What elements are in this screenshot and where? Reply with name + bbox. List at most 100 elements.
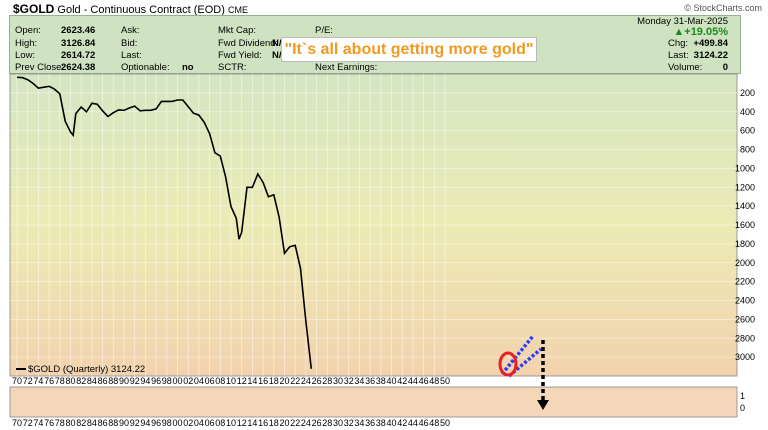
lower-tick-label: 1 <box>740 391 745 401</box>
x-tick-label: 78 <box>55 376 65 386</box>
lower-panel-ticks: 10 <box>740 391 745 413</box>
x-tick-label: 10 <box>226 376 236 386</box>
x-tick-label: 86 <box>98 376 108 386</box>
y-tick-label: 200 <box>740 88 755 98</box>
x-tick-label-lower: 98 <box>162 418 172 428</box>
x-tick-label-lower: 72 <box>23 418 33 428</box>
x-tick-label: 08 <box>215 376 225 386</box>
prev-close-label: Prev Close: <box>15 62 65 73</box>
lower-panel <box>9 386 738 418</box>
up-arrow-icon: ▲ <box>673 26 685 38</box>
bid-label: Bid: <box>121 38 138 49</box>
y-tick-label: 1200 <box>735 182 755 192</box>
x-tick-label: 84 <box>87 376 97 386</box>
fwd-dividend-value: N/ <box>272 38 282 49</box>
x-tick-label-lower: 50 <box>440 418 450 428</box>
date-line: Monday 31-Mar-2025 <box>637 16 728 27</box>
fwd-dividend-label: Fwd Dividend: <box>218 38 279 49</box>
x-tick-label-lower: 32 <box>344 418 354 428</box>
x-tick-label: 50 <box>440 376 450 386</box>
x-tick-label: 24 <box>301 376 311 386</box>
x-tick-label: 82 <box>76 376 86 386</box>
y-tick-label: 2600 <box>735 314 755 324</box>
low-value: 2614.72 <box>61 50 96 61</box>
x-tick-label-lower: 42 <box>397 418 407 428</box>
x-tick-label-lower: 46 <box>419 418 429 428</box>
x-tick-label: 80 <box>65 376 75 386</box>
next-earnings-label: Next Earnings: <box>315 62 378 73</box>
x-tick-label: 34 <box>354 376 364 386</box>
x-tick-label-lower: 00 <box>172 418 182 428</box>
x-tick-label: 06 <box>205 376 215 386</box>
y-tick-label: 2200 <box>735 277 755 287</box>
last-value: 3124.22 <box>693 50 728 61</box>
x-tick-label-lower: 76 <box>44 418 54 428</box>
volume-label: Volume: <box>668 62 703 73</box>
chg-value: +499.84 <box>693 38 728 49</box>
x-tick-label-lower: 36 <box>365 418 375 428</box>
horizontal-grid <box>10 92 737 358</box>
low-label: Low: <box>15 50 36 61</box>
exchange: CME <box>227 5 248 15</box>
chg-label: Chg: <box>668 38 689 49</box>
x-tick-label: 94 <box>140 376 150 386</box>
y-tick-label: 3000 <box>735 352 755 362</box>
x-tick-label: 02 <box>183 376 193 386</box>
prev-close-value: 2624.38 <box>61 62 96 73</box>
x-tick-label: 96 <box>151 376 161 386</box>
x-tick-label: 44 <box>408 376 418 386</box>
price-line <box>16 76 313 369</box>
x-tick-label: 46 <box>419 376 429 386</box>
x-tick-label: 14 <box>247 376 257 386</box>
y-tick-label: 800 <box>740 145 755 155</box>
x-tick-label-lower: 86 <box>98 418 108 428</box>
x-tick-label: 16 <box>258 376 268 386</box>
x-tick-label-lower: 04 <box>194 418 204 428</box>
y-tick-label: 1000 <box>735 163 755 173</box>
volume-value: 0 <box>722 62 728 73</box>
high-label: High: <box>15 38 38 49</box>
legend: $GOLD (Quarterly) 3124.22 <box>16 364 145 375</box>
x-tick-label-lower: 84 <box>87 418 97 428</box>
last-mid-label: Last: <box>121 50 142 61</box>
x-tick-label-lower: 40 <box>386 418 396 428</box>
x-tick-label: 72 <box>23 376 33 386</box>
x-tick-label: 98 <box>162 376 172 386</box>
change-percent: ▲+19.05% <box>673 26 728 38</box>
x-tick-label: 90 <box>119 376 129 386</box>
x-tick-label-lower: 78 <box>55 418 65 428</box>
instrument-name: Gold - Continuous Contract (EOD) <box>57 4 225 16</box>
symbol: $GOLD <box>13 2 55 16</box>
legend-text: $GOLD (Quarterly) 3124.22 <box>28 364 146 375</box>
high-value: 3126.84 <box>61 38 96 49</box>
fwd-yield-value: N/ <box>272 50 282 61</box>
last-label: Last: <box>668 50 689 61</box>
x-tick-label-lower: 16 <box>258 418 268 428</box>
x-tick-label-lower: 48 <box>429 418 439 428</box>
x-tick-label: 74 <box>33 376 43 386</box>
x-tick-label-lower: 92 <box>130 418 140 428</box>
x-tick-label-lower: 06 <box>205 418 215 428</box>
x-tick-label: 12 <box>237 376 247 386</box>
x-tick-label-lower: 18 <box>269 418 279 428</box>
x-tick-label-lower: 74 <box>33 418 43 428</box>
x-tick-label: 20 <box>279 376 289 386</box>
x-tick-label-lower: 70 <box>12 418 22 428</box>
x-tick-label-lower: 38 <box>376 418 386 428</box>
mktcap-label: Mkt Cap: <box>218 25 257 36</box>
x-tick-label-lower: 82 <box>76 418 86 428</box>
y-tick-label: 1400 <box>735 201 755 211</box>
x-tick-label-lower: 30 <box>333 418 343 428</box>
y-tick-label: 2000 <box>735 258 755 268</box>
x-tick-label: 76 <box>44 376 54 386</box>
x-tick-label-lower: 10 <box>226 418 236 428</box>
chart-title: $GOLD Gold - Continuous Contract (EOD) C… <box>13 2 248 16</box>
x-tick-label: 48 <box>429 376 439 386</box>
x-tick-label-lower: 88 <box>108 418 118 428</box>
fwd-yield-label: Fwd Yield: <box>218 50 262 61</box>
x-tick-label-lower: 90 <box>119 418 129 428</box>
x-tick-label: 70 <box>12 376 22 386</box>
x-tick-label: 92 <box>130 376 140 386</box>
x-tick-label-lower: 12 <box>237 418 247 428</box>
x-tick-label: 26 <box>312 376 322 386</box>
